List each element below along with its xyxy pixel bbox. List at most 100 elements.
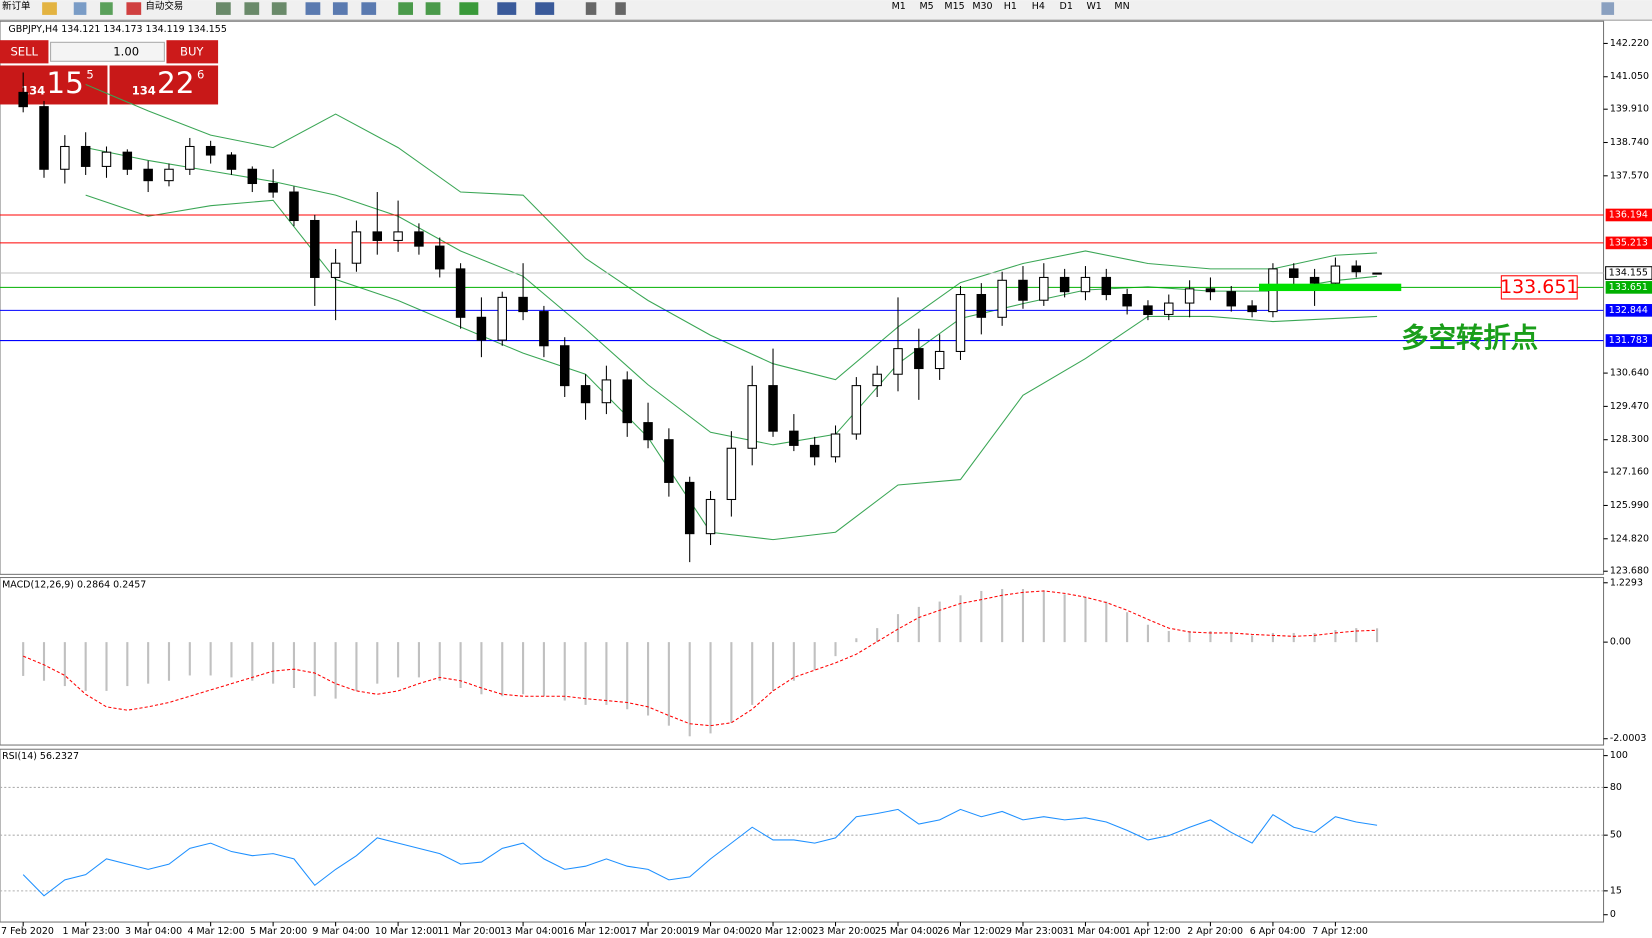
bid-box[interactable] <box>0 65 108 105</box>
macd-bar <box>834 642 837 657</box>
y-tick-label: 125.990 <box>1610 500 1649 511</box>
new-order-button[interactable]: 新订单 <box>2 0 30 12</box>
ask-box[interactable] <box>109 65 219 105</box>
candle-body <box>1226 291 1237 307</box>
auto-trading-button[interactable]: 自动交易 <box>145 0 183 12</box>
macd-bar <box>605 642 608 705</box>
timeframe-button[interactable]: H4 <box>1032 1 1045 12</box>
buy-button[interactable] <box>166 40 219 64</box>
macd-bar <box>376 642 379 684</box>
x-tick-label: 4 Mar 12:00 <box>187 926 244 937</box>
candle-body <box>914 348 924 370</box>
macd-bar <box>1001 589 1004 643</box>
sell-button[interactable] <box>0 40 49 64</box>
candle-body <box>1184 288 1195 304</box>
candle-body <box>872 373 882 387</box>
candle-body <box>393 231 403 241</box>
candle-body <box>1018 279 1028 301</box>
macd-bar <box>751 642 754 705</box>
macd-pane <box>0 576 1605 746</box>
macd-bar <box>1376 628 1379 643</box>
macd-bar <box>459 642 462 689</box>
y-tick-label: 123.680 <box>1610 566 1649 577</box>
macd-bar <box>126 642 129 687</box>
y-tick-label: 100 <box>1610 750 1628 761</box>
annotation: 多空转折点 <box>1401 322 1538 354</box>
macd-bar <box>1355 628 1358 643</box>
price-level-tag <box>1605 236 1652 250</box>
candle-body <box>1289 268 1299 278</box>
candle-body <box>101 151 112 167</box>
macd-bar <box>688 642 691 737</box>
candle-body <box>1247 305 1257 313</box>
candle-body <box>205 145 216 156</box>
macd-bar <box>896 614 900 643</box>
price-level-tag <box>1605 208 1652 222</box>
macd-bar <box>876 628 879 643</box>
candle-body <box>185 145 195 170</box>
timeframe-button[interactable]: MN <box>1114 1 1129 12</box>
x-tick-label: 10 Mar 12:00 <box>375 926 438 937</box>
macd-bar <box>397 642 400 678</box>
macd-bar <box>230 642 233 678</box>
candle-body <box>955 293 966 352</box>
macd-bar <box>147 642 150 684</box>
timeframe-button[interactable]: M5 <box>920 1 934 12</box>
macd-bar <box>42 642 46 681</box>
macd-bar <box>584 642 587 705</box>
timeframe-button[interactable]: M30 <box>972 1 992 12</box>
macd-bar <box>251 642 254 681</box>
x-tick-label: 29 Mar 23:00 <box>1000 926 1063 937</box>
icon <box>361 2 377 15</box>
timeframe-button[interactable]: M15 <box>944 1 964 12</box>
timeframe-button[interactable]: M1 <box>892 1 906 12</box>
bollinger-band <box>85 147 1378 446</box>
lots-field[interactable] <box>50 41 165 62</box>
macd-bar <box>167 642 171 681</box>
x-tick-label: 5 Mar 20:00 <box>250 926 307 937</box>
macd-bar <box>209 642 212 676</box>
icon <box>305 2 321 15</box>
x-tick-label: 31 Mar 04:00 <box>1062 926 1125 937</box>
timeframe-button[interactable]: W1 <box>1086 1 1101 12</box>
icon <box>1601 2 1615 15</box>
x-tick-label: 7 Feb 2020 <box>1 926 54 937</box>
candle-body <box>1101 276 1112 296</box>
ask-big: 134 <box>132 83 156 97</box>
macd-bar <box>1334 630 1337 643</box>
candle-body <box>18 91 28 108</box>
chart-title: GBPJPY,H4 134.121 134.173 134.119 134.15… <box>8 24 226 35</box>
macd-bar <box>1021 589 1025 643</box>
candle-body <box>1143 305 1153 315</box>
macd-bar <box>272 642 275 684</box>
timeframe-button[interactable]: D1 <box>1060 1 1073 12</box>
auto-trading-icon[interactable] <box>126 2 142 15</box>
candle-body <box>664 439 674 483</box>
candle-body <box>351 231 362 264</box>
timeframe-button[interactable]: H1 <box>1004 1 1017 12</box>
macd-bar <box>563 642 566 701</box>
x-tick-label: 26 Mar 12:00 <box>937 926 1000 937</box>
y-tick-label: 127.160 <box>1610 467 1649 478</box>
candle-body <box>997 279 1007 318</box>
icon <box>332 2 348 15</box>
buy-label: BUY <box>180 44 204 58</box>
candle-body <box>247 168 258 185</box>
candle-body <box>330 262 341 278</box>
candle-body <box>809 444 820 458</box>
candle-body <box>226 154 237 170</box>
x-tick-label: 1 Mar 23:00 <box>62 926 119 937</box>
x-tick-label: 16 Mar 12:00 <box>562 926 625 937</box>
macd-bar <box>1209 631 1212 643</box>
price-level-label: 132.844 <box>1609 305 1648 316</box>
macd-bar <box>1230 632 1233 643</box>
x-tick-label: 25 Mar 04:00 <box>875 926 938 937</box>
x-tick-label: 13 Mar 04:00 <box>500 926 563 937</box>
turning-point-label: 133.651 <box>1500 276 1578 298</box>
macd-bar <box>22 642 25 676</box>
ask-mid: 22 <box>157 66 195 100</box>
candle-body <box>372 231 383 241</box>
x-tick-label: 11 Mar 20:00 <box>437 926 500 937</box>
